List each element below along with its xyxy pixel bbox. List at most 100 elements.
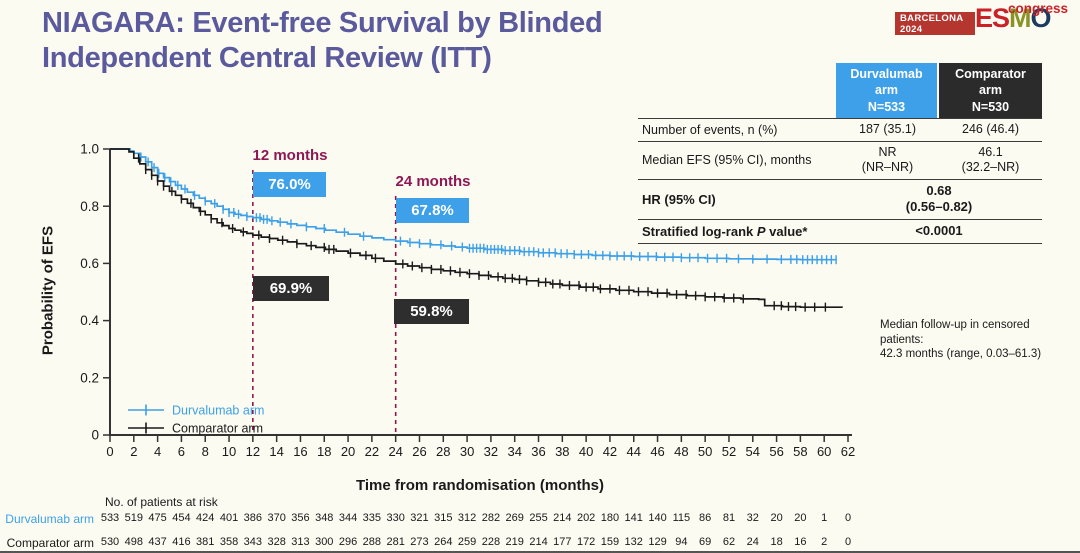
axes (109, 149, 852, 436)
pvalue-value: <0.0001 (915, 222, 963, 238)
at-risk-value: 498 (124, 536, 143, 548)
at-risk-value: 370 (267, 512, 286, 524)
esmo-letter: O (1030, 3, 1052, 33)
svg-text:10: 10 (222, 444, 236, 459)
column-header-comparator: Comparator arm N=530 (939, 63, 1042, 118)
row-label: Stratified log-rank P value* (638, 220, 836, 243)
legend-label: Durvalumab arm (172, 404, 264, 418)
svg-text:8: 8 (202, 444, 209, 459)
at-risk-value: 381 (196, 536, 215, 548)
at-risk-value: 424 (196, 512, 215, 524)
congress-label: congress (1008, 1, 1069, 16)
svg-text:0: 0 (91, 428, 99, 443)
svg-text:62: 62 (841, 444, 855, 459)
at-risk-value: 140 (648, 512, 667, 524)
svg-text:44: 44 (627, 444, 641, 459)
at-risk-value: 330 (386, 512, 405, 524)
at-risk-value: 18 (770, 536, 783, 548)
at-risk-label-durvalumab: Durvalumab arm (5, 512, 94, 526)
median-efs-comparator: 46.1 (32.2–NR) (961, 144, 1020, 175)
svg-text:58: 58 (793, 444, 807, 459)
annotation-12mo-comparator-rate: 69.9% (253, 276, 329, 301)
at-risk-value: 214 (553, 512, 572, 524)
at-risk-value: 86 (699, 512, 712, 524)
page-title: NIAGARA: Event-free Survival by Blinded … (42, 7, 603, 75)
svg-text:0: 0 (106, 444, 113, 459)
km-curve (110, 148, 837, 261)
at-risk-value: 115 (672, 512, 691, 524)
esmo-letter: S (992, 3, 1010, 33)
annotation-24mo-comparator-rate: 59.8% (394, 299, 469, 324)
svg-text:56: 56 (769, 444, 783, 459)
at-risk-value: 172 (576, 536, 596, 548)
svg-text:30: 30 (460, 444, 474, 459)
svg-text:1.0: 1.0 (80, 142, 99, 157)
svg-text:6: 6 (178, 444, 185, 459)
at-risk-value: 296 (338, 536, 358, 548)
at-risk-value: 141 (624, 512, 643, 524)
at-risk-value: 328 (267, 536, 286, 548)
esmo-logo: ESMO (975, 3, 1052, 33)
at-risk-value: 69 (699, 536, 712, 548)
at-risk-value: 62 (722, 536, 736, 548)
annotation-12-months: 12 months (252, 147, 328, 164)
km-curve (110, 148, 843, 309)
svg-text:38: 38 (555, 444, 569, 459)
at-risk-value: 20 (770, 512, 783, 524)
row-label: Median EFS (95% CI), months (642, 153, 812, 168)
svg-text:2: 2 (130, 444, 137, 459)
at-risk-value: 269 (505, 512, 524, 524)
events-comparator: 246 (46.4) (962, 121, 1019, 136)
pvalue-label-post: value* (765, 223, 808, 239)
esmo-barcelona-badge: BARCELONA 2024 (895, 12, 975, 35)
at-risk-value: 132 (624, 536, 643, 548)
at-risk-value: 454 (172, 512, 191, 524)
median-efs-durvalumab: NR (NR–NR) (861, 144, 914, 175)
at-risk-value: 0 (844, 512, 852, 524)
at-risk-value: 2 (821, 536, 828, 548)
annotation-24mo-durvalumab-rate: 67.8% (396, 198, 469, 223)
at-risk-value: 259 (457, 536, 477, 548)
svg-text:4: 4 (154, 444, 161, 459)
at-risk-value: 282 (481, 512, 501, 524)
row-label: Number of events, n (%) (642, 122, 778, 137)
at-risk-value: 321 (410, 512, 429, 524)
svg-text:60: 60 (817, 444, 831, 459)
svg-text:14: 14 (269, 444, 283, 459)
at-risk-value: 530 (100, 536, 120, 548)
at-risk-value: 16 (794, 536, 807, 548)
at-risk-value: 219 (505, 536, 524, 548)
at-risk-value: 81 (722, 512, 736, 524)
svg-text:48: 48 (674, 444, 688, 459)
pvalue-label-pre: Stratified log-rank (642, 223, 757, 239)
svg-text:42: 42 (603, 444, 617, 459)
table-row-median-efs: Median EFS (95% CI), months NR (NR–NR) 4… (638, 140, 1042, 179)
at-risk-value: 475 (148, 512, 167, 524)
svg-text:22: 22 (365, 444, 379, 459)
svg-text:0.6: 0.6 (80, 256, 99, 271)
at-risk-value: 356 (291, 512, 310, 524)
svg-text:32: 32 (484, 444, 498, 459)
svg-text:52: 52 (722, 444, 736, 459)
at-risk-label-comparator: Comparator arm (6, 536, 94, 550)
at-risk-value: 273 (410, 536, 429, 548)
svg-text:54: 54 (746, 444, 760, 459)
svg-text:0.2: 0.2 (80, 370, 99, 385)
at-risk-value: 94 (675, 536, 688, 548)
at-risk-value: 315 (434, 512, 453, 524)
svg-text:28: 28 (436, 444, 450, 459)
at-risk-value: 281 (386, 536, 405, 548)
at-risk-value: 312 (457, 512, 477, 524)
annotation-12mo-durvalumab-rate: 76.0% (253, 172, 326, 197)
at-risk-value: 401 (219, 512, 239, 524)
table-row-pvalue: Stratified log-rank P value* <0.0001 (638, 218, 1042, 244)
legend-label: Comparator arm (172, 422, 263, 436)
at-risk-value: 1 (821, 512, 828, 524)
at-risk-value: 343 (243, 536, 263, 548)
at-risk-value: 20 (794, 512, 807, 524)
row-label: HR (95% CI) (642, 191, 716, 207)
svg-text:24: 24 (388, 444, 402, 459)
at-risk-value: 437 (148, 536, 167, 548)
